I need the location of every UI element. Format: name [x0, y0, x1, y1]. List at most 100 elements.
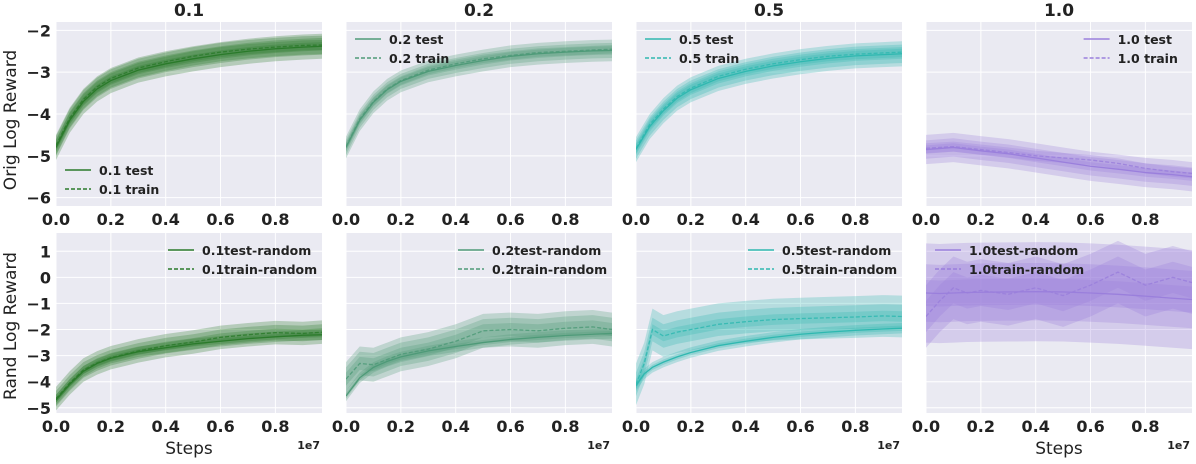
panel-0-1: 0.0 0.2 0.4 0.6 0.8 0.2 0.2 test 0.2 train	[332, 1, 612, 229]
plot-area	[56, 233, 322, 413]
line-1.0-train	[926, 145, 1192, 175]
series-group	[636, 295, 902, 406]
xtick-label: 0.6	[496, 417, 524, 436]
xtick-label: 0.2	[677, 210, 705, 229]
xtick-label: 0.4	[1022, 417, 1050, 436]
xtick-label: 0.2	[387, 210, 415, 229]
xtick-label: 0.4	[1022, 210, 1050, 229]
legend: 0.1 test 0.1 train	[65, 163, 159, 197]
legend: 0.2test-random 0.2train-random	[458, 243, 607, 277]
band-0.2train-random-0	[346, 309, 612, 397]
ytick-label: 1	[40, 242, 51, 261]
legend: 1.0 test 1.0 train	[1083, 32, 1178, 66]
x-offset-label: 1e7	[1167, 439, 1190, 452]
panel-1-2: 0.0 0.2 0.4 0.6 0.8 1e7 0.5test-random 0.5train…	[622, 233, 902, 452]
band-0.2-test-1	[346, 42, 612, 155]
band-0.2-test-0	[346, 39, 612, 159]
band-0.1test-random-1	[56, 332, 322, 403]
line-0.1test-random	[56, 334, 322, 401]
series-group	[346, 39, 612, 159]
xtick-label: 0.0	[622, 210, 650, 229]
band-0.5train-random-0	[636, 295, 902, 406]
xtick-label: 0.8	[841, 210, 869, 229]
xtick-label: 0.0	[42, 210, 70, 229]
line-0.5-train	[636, 51, 902, 149]
band-0.5-test-1	[636, 44, 902, 159]
band-0.1train-random-0	[56, 320, 322, 411]
legend-label-1: 0.1 train	[99, 182, 159, 197]
series-group	[926, 240, 1192, 350]
series-group	[56, 320, 322, 411]
xtick-label: 0.8	[261, 417, 289, 436]
xtick-label: 0.4	[442, 210, 470, 229]
band-0.2test-random-1	[346, 330, 612, 399]
xtick-label: 0.6	[1076, 210, 1104, 229]
plot-area	[926, 233, 1192, 413]
xtick-label: 0.0	[332, 210, 360, 229]
band-1.0test-random-0	[926, 242, 1192, 350]
legend-label-0: 0.2test-random	[492, 243, 601, 258]
legend: 0.2 test 0.2 train	[355, 32, 449, 66]
legend-label-0: 0.1 test	[99, 163, 153, 178]
xtick-label: 0.0	[912, 417, 940, 436]
line-0.2-test	[346, 49, 612, 148]
band-1.0train-random-0	[926, 240, 1192, 348]
legend-label-1: 0.2 train	[389, 51, 449, 66]
plot-area	[346, 233, 612, 413]
xtick-label: 0.6	[1076, 417, 1104, 436]
line-1.0train-random	[926, 271, 1192, 317]
legend: 0.5 test 0.5 train	[645, 32, 739, 66]
band-0.5-test-2	[636, 48, 902, 155]
xtick-label: 0.0	[912, 210, 940, 229]
row-label-1: Rand Log Reward	[1, 252, 21, 400]
legend-label-0: 0.5 test	[679, 32, 733, 47]
x-offset-label: 1e7	[587, 439, 610, 452]
xtick-label: 0.4	[442, 417, 470, 436]
x-offset-label: 1e7	[877, 439, 900, 452]
panel-title: 0.2	[464, 1, 494, 21]
ytick-label: −3	[26, 63, 51, 82]
ylabel-rand-log-reward: Rand Log Reward	[1, 252, 21, 400]
xtick-label: 0.6	[786, 210, 814, 229]
xlabel-steps: Steps	[1035, 439, 1083, 459]
xtick-label: 0.6	[786, 417, 814, 436]
line-0.5train-random	[636, 315, 902, 385]
panel-0-0: 0.0 0.2 0.4 0.6 0.8−6−5−4−3−20.10.1 test0.1 …	[26, 1, 322, 229]
xtick-label: 0.2	[967, 210, 995, 229]
band-0.1-test-0	[56, 33, 322, 160]
line-1.0test-random	[926, 291, 1192, 301]
xtick-label: 0.6	[206, 210, 234, 229]
ytick-label: −2	[26, 321, 51, 340]
legend: 0.5test-random 0.5train-random	[748, 243, 897, 277]
legend-label-0: 1.0test-random	[969, 243, 1078, 258]
band-1.0test-random-1	[926, 263, 1192, 329]
legend-label-0: 1.0 test	[1118, 32, 1172, 47]
band-0.1train-random-1	[56, 324, 322, 407]
band-0.1-train-0	[56, 35, 322, 155]
xtick-label: 0.0	[42, 417, 70, 436]
panel-1-0: 0.0 0.2 0.4 0.6 0.8 −5 −4 −3 −2 −1 0 1 Steps 1e7 0.1te…	[26, 233, 322, 459]
ytick-label: −5	[26, 399, 51, 418]
xtick-label: 0.8	[841, 417, 869, 436]
band-0.2train-random-1	[346, 315, 612, 391]
panel-0-2: 0.0 0.2 0.4 0.6 0.8 0.5 0.5 test 0.5 train	[622, 1, 902, 229]
legend-label-1: 1.0 train	[1118, 51, 1178, 66]
line-0.1-train	[56, 44, 322, 146]
xtick-label: 0.0	[622, 417, 650, 436]
legend-label-0: 0.2 test	[389, 32, 443, 47]
ytick-label: −4	[26, 373, 51, 392]
legend-label-1: 0.1train-random	[202, 262, 317, 277]
xtick-label: 0.4	[732, 210, 760, 229]
line-0.2test-random	[346, 332, 612, 397]
legend: 1.0test-random 1.0train-random	[935, 243, 1084, 277]
xtick-label: 0.8	[551, 210, 579, 229]
band-1.0test-random-2	[926, 278, 1192, 313]
line-0.2-train	[346, 48, 612, 147]
xlabel-steps: Steps	[165, 439, 213, 459]
line-0.1train-random	[56, 331, 322, 400]
xtick-label: 0.4	[152, 417, 180, 436]
panel-1-1: 0.0 0.2 0.4 0.6 0.8 1e7 0.2test-random 0.2train…	[332, 233, 612, 452]
band-0.1-train-1	[56, 39, 322, 151]
line-0.5test-random	[636, 327, 902, 386]
